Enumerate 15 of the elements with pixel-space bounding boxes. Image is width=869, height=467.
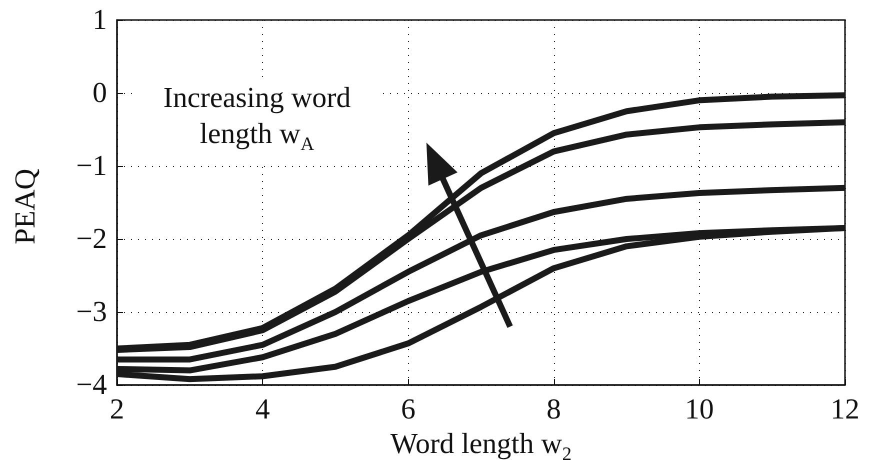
x-tick-label: 6 [400, 394, 416, 426]
y-tick-label: 1 [92, 4, 107, 36]
x-tick-label: 4 [255, 394, 270, 426]
annotation: Increasing word length w$_{A}$ [132, 80, 382, 163]
y-tick-label: −4 [76, 369, 108, 401]
x-tick-label: 2 [110, 394, 124, 426]
x-tick-label: 10 [684, 394, 714, 426]
x-axis-title: Word length w$_{2}$ [389, 428, 573, 466]
y-tick-label: −3 [76, 296, 107, 328]
y-tick-label: −2 [76, 223, 107, 255]
x-tick-label: 12 [830, 394, 860, 426]
x-tick-label: 8 [546, 394, 562, 426]
y-tick-label: 0 [92, 77, 107, 109]
y-tick-label: −1 [76, 150, 107, 182]
y-axis-title: PEAQ [10, 168, 42, 246]
